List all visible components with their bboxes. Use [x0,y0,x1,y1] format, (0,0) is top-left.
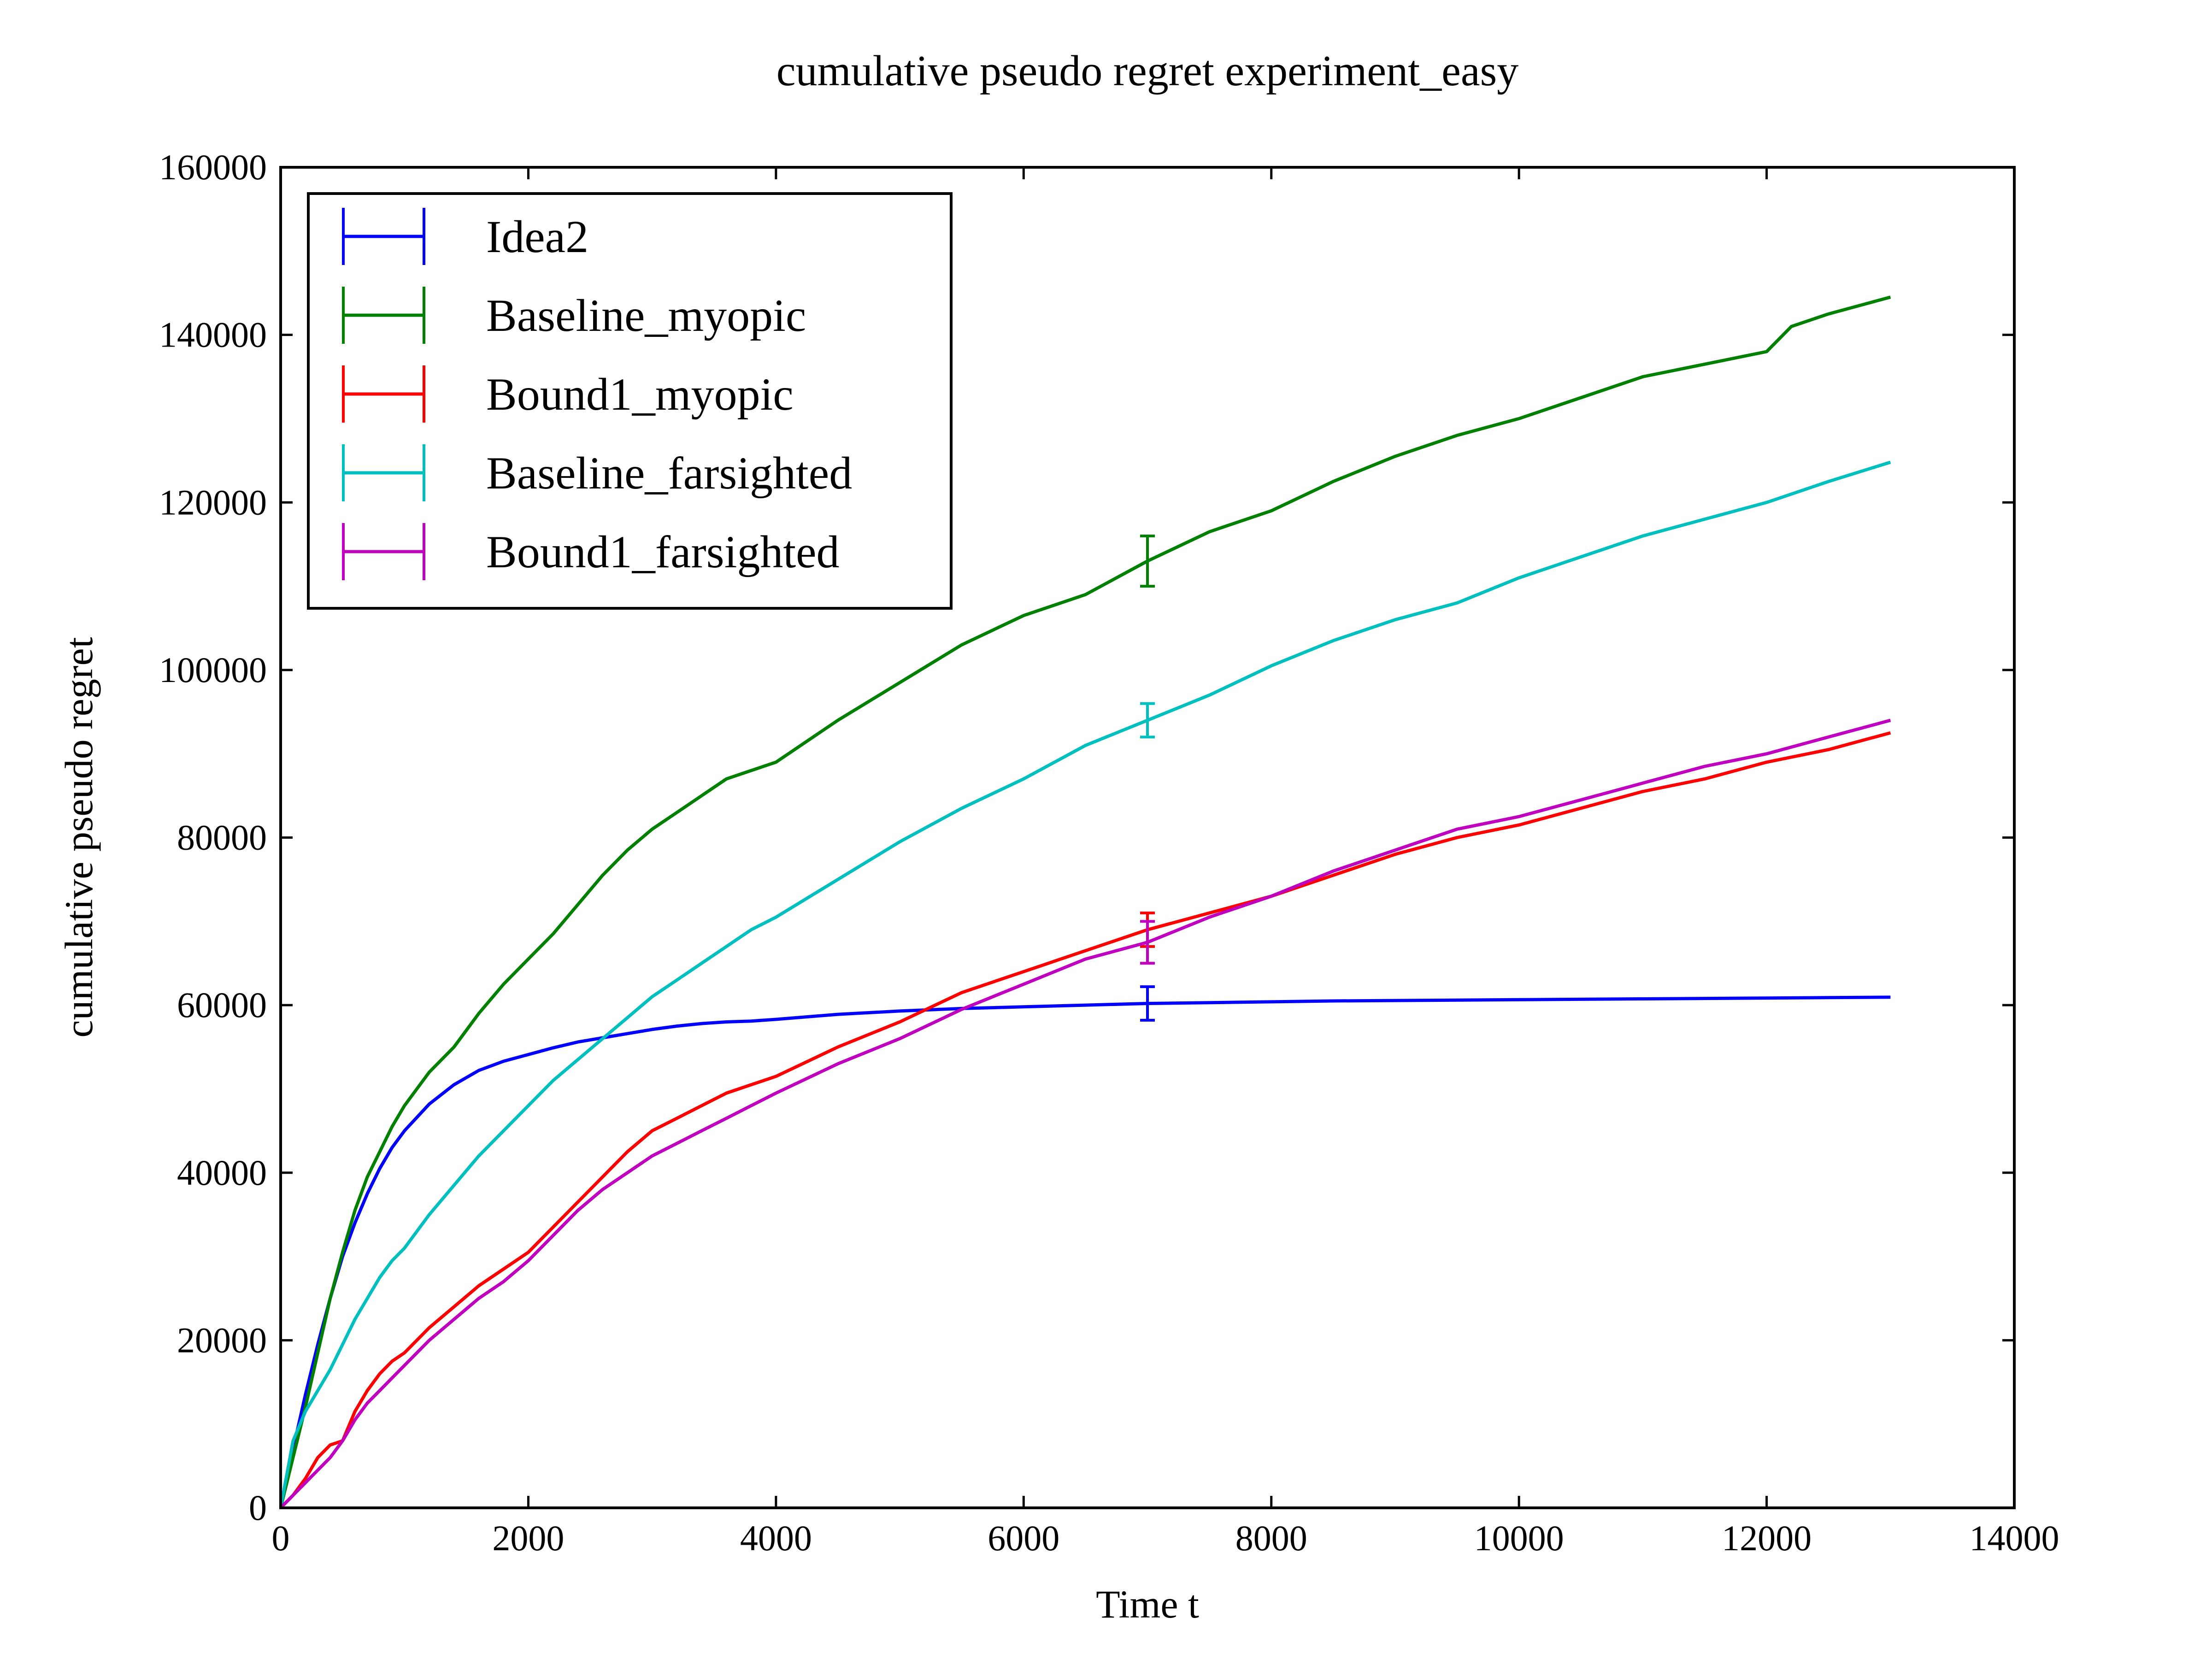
legend-label: Baseline_farsighted [486,447,852,499]
legend-item-baseline-farsighted: Baseline_farsighted [342,444,852,501]
legend-item-bound1-farsighted: Bound1_farsighted [342,523,840,580]
y-tick-label: 80000 [177,818,267,858]
series-line-idea2 [279,995,1891,1508]
x-tick-label: 8000 [1235,1518,1307,1558]
series-line-bound1-farsighted [279,718,1891,1509]
legend-label: Baseline_myopic [486,290,806,341]
x-tick-label: 10000 [1474,1518,1564,1558]
axes-layer: 0 2000 4000 6000 8000 10000 12000 1400002000040… [159,147,2059,1558]
x-tick-label: 2000 [492,1518,564,1558]
y-tick-label: 60000 [177,985,267,1025]
x-tick-label: 12000 [1722,1518,1812,1558]
error-bar-baseline-myopic [1140,534,1155,588]
legend-box [307,192,953,610]
series-line-baseline-farsighted [279,460,1891,1508]
x-axis-label: Time t [1096,1582,1199,1626]
legend-item-baseline-myopic: Baseline_myopic [342,287,806,344]
y-tick-label: 0 [249,1488,267,1528]
legend-label: Bound1_myopic [486,369,794,420]
series-line-baseline-myopic [279,295,1891,1508]
error-bar-idea2 [1140,985,1155,1022]
legend-item-bound1-myopic: Bound1_myopic [342,365,794,423]
y-axis-label: cumulative pseudo regret [57,637,101,1037]
y-tick-label: 40000 [177,1153,267,1193]
y-tick-label: 100000 [159,650,267,690]
y-tick-label: 20000 [177,1320,267,1360]
y-tick-label: 140000 [159,315,267,355]
series-layer [279,295,1891,1509]
chart-title: cumulative pseudo regret experiment_easy [777,47,1518,95]
legend-label: Idea2 [486,211,588,262]
x-tick-label: 6000 [988,1518,1059,1558]
x-tick-label: 4000 [740,1518,812,1558]
legend-item-idea2: Idea2 [342,208,588,265]
legend: Idea2 Baseline_myopic Bound1_myopic Baselin… [307,192,953,610]
error-bar-baseline-farsighted [1140,702,1155,739]
legend-label: Bound1_farsighted [486,526,840,577]
x-tick-label: 14000 [1970,1518,2059,1558]
y-tick-label: 160000 [159,147,267,187]
series-line-bound1-myopic [279,731,1891,1509]
y-tick-label: 120000 [159,482,267,522]
x-tick-label: 0 [272,1518,290,1558]
error-bar-bound1-farsighted [1140,920,1155,965]
